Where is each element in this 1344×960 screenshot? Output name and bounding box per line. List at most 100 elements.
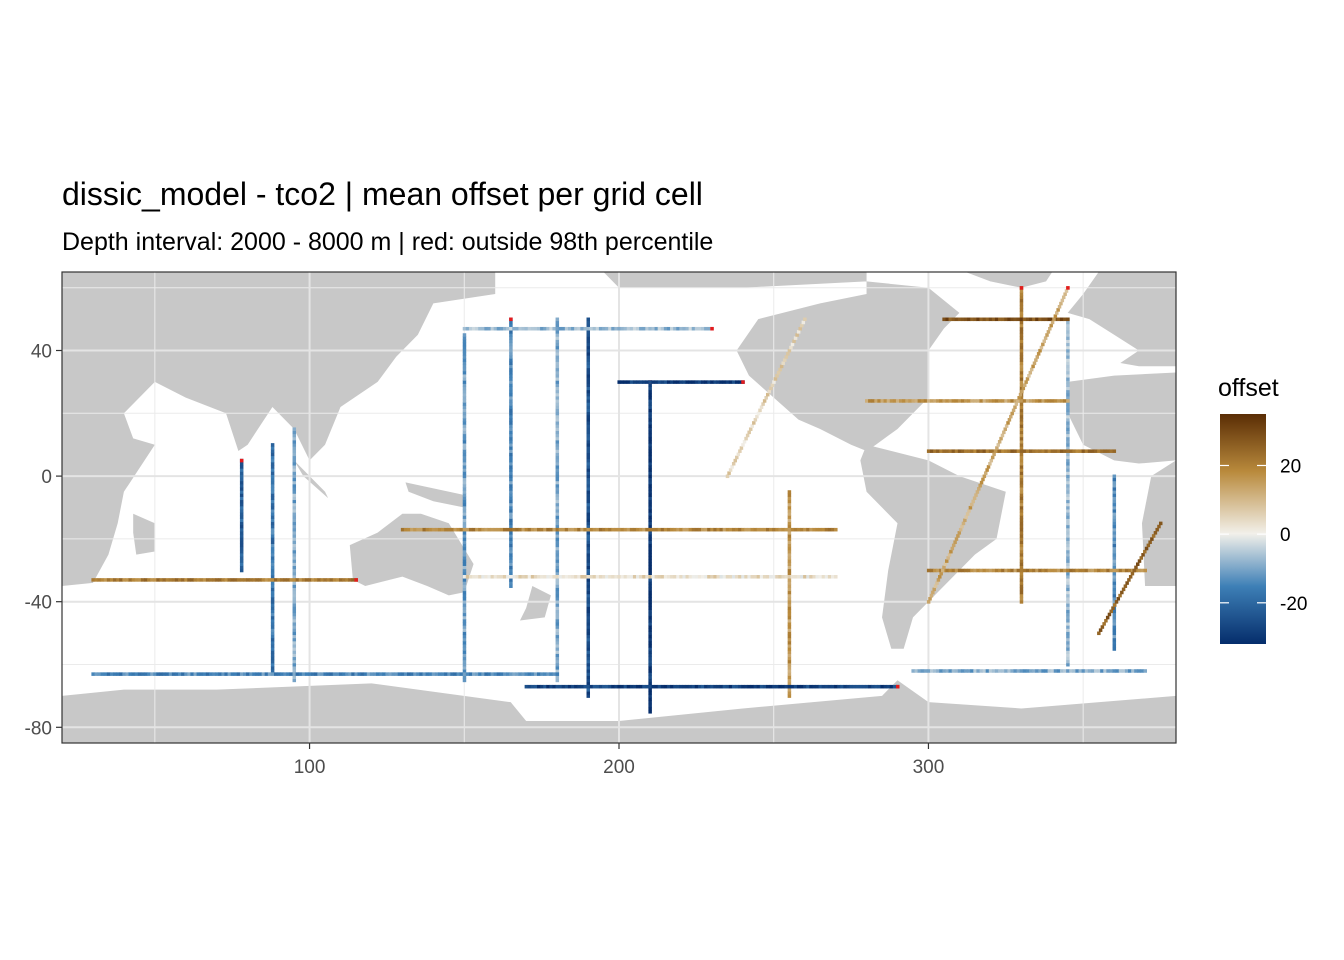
- grid-cell: [795, 333, 799, 337]
- grid-cell: [292, 675, 297, 680]
- grid-cell: [555, 468, 560, 472]
- grid-cell: [270, 483, 275, 488]
- grid-cell: [462, 521, 467, 526]
- grid-cell: [970, 399, 974, 403]
- grid-cell: [1019, 418, 1024, 422]
- grid-cell: [725, 474, 730, 479]
- grid-cell: [462, 377, 467, 381]
- grid-cell: [1072, 449, 1076, 453]
- grid-cell: [106, 672, 111, 676]
- grid-cell: [1019, 424, 1024, 428]
- grid-cell: [555, 603, 560, 607]
- grid-cell: [270, 606, 275, 610]
- grid-cell: [648, 487, 652, 491]
- grid-cell: [1041, 449, 1045, 453]
- grid-cell: [586, 367, 591, 372]
- grid-cell: [270, 634, 275, 639]
- grid-cell: [744, 575, 748, 579]
- grid-cell: [1022, 399, 1027, 403]
- grid-cell: [91, 578, 95, 582]
- grid-cell: [586, 612, 591, 617]
- grid-cell: [1112, 644, 1117, 648]
- grid-cell: [812, 527, 816, 532]
- grid-cell: [781, 361, 785, 366]
- grid-cell: [292, 436, 297, 441]
- grid-cell: [1084, 449, 1089, 453]
- grid-cell: [509, 527, 513, 532]
- grid-cell: [1066, 418, 1070, 422]
- grid-cell: [462, 669, 467, 673]
- grid-cell: [1066, 553, 1070, 557]
- grid-cell: [976, 669, 980, 673]
- grid-cell: [880, 684, 884, 689]
- grid-cell: [991, 669, 996, 673]
- grid-cell: [1112, 524, 1117, 529]
- grid-cell: [314, 578, 318, 582]
- grid-cell: [929, 568, 934, 573]
- land-polygon-11: [294, 460, 329, 499]
- grid-cell: [1019, 364, 1024, 369]
- grid-cell: [830, 527, 835, 532]
- grid-cell: [1158, 521, 1163, 526]
- grid-cell: [509, 430, 513, 435]
- grid-cell: [1019, 336, 1024, 340]
- grid-cell: [459, 527, 464, 532]
- grid-cell: [586, 339, 591, 344]
- grid-cell: [317, 672, 321, 676]
- grid-cell: [611, 326, 615, 331]
- grid-cell: [509, 411, 513, 416]
- grid-cell: [1066, 615, 1070, 620]
- grid-cell: [555, 380, 560, 384]
- grid-cell: [509, 524, 513, 529]
- grid-cell: [527, 672, 532, 676]
- grid-cell: [481, 527, 485, 532]
- grid-cell: [119, 578, 123, 582]
- grid-cell: [509, 553, 513, 557]
- grid-cell: [586, 662, 591, 667]
- grid-cell: [682, 527, 686, 532]
- grid-cell: [555, 452, 560, 457]
- grid-cell: [580, 527, 584, 532]
- grid-cell: [239, 499, 244, 504]
- grid-cell: [971, 499, 975, 504]
- grid-cell: [648, 659, 652, 664]
- grid-cell: [292, 584, 297, 588]
- grid-cell: [97, 672, 102, 676]
- grid-cell: [462, 634, 467, 639]
- grid-cell: [1025, 399, 1030, 403]
- grid-cell: [462, 600, 467, 604]
- grid-cell: [787, 666, 792, 670]
- grid-cell: [651, 527, 655, 532]
- grid-cell: [670, 380, 674, 384]
- grid-cell: [1047, 568, 1052, 573]
- grid-cell: [1098, 628, 1103, 632]
- grid-cell: [270, 596, 275, 601]
- grid-cell: [688, 326, 693, 331]
- grid-cell: [509, 578, 513, 582]
- grid-cell: [1066, 587, 1070, 592]
- grid-cell: [555, 348, 560, 353]
- grid-cell: [289, 672, 293, 676]
- grid-cell: [273, 578, 278, 582]
- grid-cell: [509, 458, 513, 463]
- grid-cell: [1066, 584, 1070, 588]
- grid-cell: [292, 571, 297, 576]
- grid-cell: [338, 672, 343, 676]
- grid-cell: [993, 449, 998, 453]
- grid-cell: [131, 672, 136, 676]
- grid-cell: [239, 480, 244, 485]
- grid-cell: [555, 625, 560, 629]
- grid-cell: [648, 653, 652, 658]
- grid-cell: [586, 452, 591, 457]
- grid-cell: [571, 527, 575, 532]
- grid-cell: [1019, 543, 1024, 548]
- grid-cell: [1066, 618, 1070, 623]
- grid-cell: [462, 402, 467, 406]
- grid-cell: [871, 684, 875, 689]
- grid-cell: [546, 684, 550, 689]
- grid-cell: [648, 499, 652, 504]
- grid-cell: [431, 672, 436, 676]
- grid-cell: [239, 540, 244, 545]
- grid-cell: [958, 527, 963, 532]
- grid-cell: [255, 672, 259, 676]
